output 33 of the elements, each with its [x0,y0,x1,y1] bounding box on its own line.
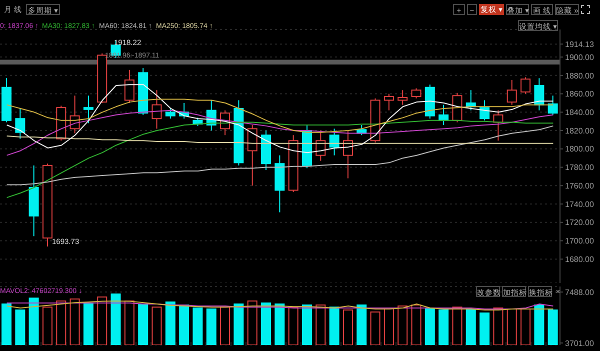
y-tick-label: 1820.00 [565,126,594,136]
y-tick-label: 7488.00 [565,288,594,297]
y-tick-label: 1740.00 [565,200,594,209]
line-series [6,125,554,186]
candlestick [329,128,340,156]
candlestick [506,80,517,106]
candlestick [124,69,134,104]
y-tick-label: 1760.00 [565,181,594,190]
candlestick [247,124,258,186]
candlestick [411,88,422,99]
candlestick [152,90,162,130]
y-tick-label: 1700.00 [565,236,594,246]
y-tick-label: 1800.00 [565,144,594,154]
candlestick [342,130,353,179]
candlestick [548,95,558,116]
candlestick [534,78,544,111]
candlestick [83,95,94,124]
y-tick-label: 1860.00 [565,90,594,99]
candlestick [480,100,490,121]
y-tick-label: 1780.00 [565,163,594,172]
candlestick [384,93,394,111]
y-tick-label: 1680.00 [565,254,594,264]
y-tick-label: 1900.00 [565,52,594,62]
y-tick-label: 1880.00 [565,71,594,80]
y-tick-label: 3701.00 [565,338,594,348]
candlestick [165,108,176,120]
candlestick [398,90,408,106]
y-tick-label: 1914.13 [565,40,594,49]
y-tick-label: 1720.00 [565,218,594,228]
candlestick [520,76,531,94]
candlestick [15,108,26,140]
y-tick-label: 1840.00 [565,108,594,118]
candlestick [493,110,504,142]
